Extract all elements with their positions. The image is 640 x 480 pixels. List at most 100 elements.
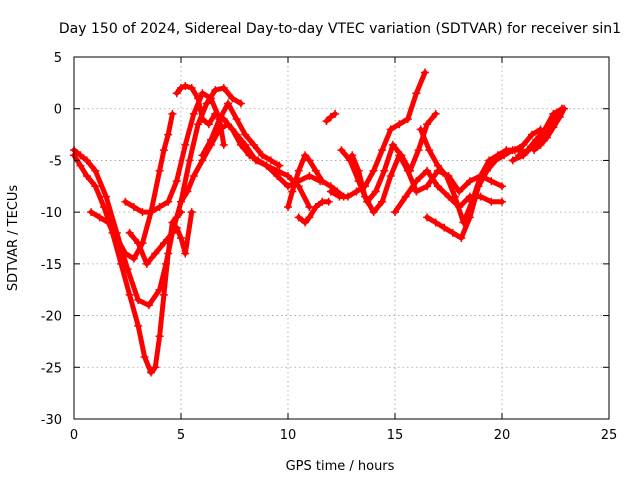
y-tick-label: -20 xyxy=(41,310,62,325)
data-point xyxy=(228,94,237,103)
data-point xyxy=(412,89,421,98)
data-point xyxy=(527,130,536,139)
data-point xyxy=(532,135,541,144)
data-point xyxy=(305,213,314,222)
data-point xyxy=(414,146,423,155)
x-tick-label: 0 xyxy=(70,428,78,443)
data-point xyxy=(343,192,352,201)
data-point xyxy=(194,94,203,103)
y-axis-label: SDTVAR / TECUs xyxy=(6,185,21,292)
data-point xyxy=(335,192,344,201)
data-point xyxy=(236,99,245,108)
data-point xyxy=(140,352,149,361)
data-point xyxy=(159,239,168,248)
data-point xyxy=(198,115,207,124)
data-point xyxy=(194,120,203,129)
data-point xyxy=(206,135,215,144)
data-point xyxy=(386,171,395,180)
data-point xyxy=(378,146,387,155)
data-point xyxy=(311,202,320,211)
y-tick-label: -5 xyxy=(49,154,62,169)
data-point xyxy=(508,156,517,165)
data-point xyxy=(483,166,492,175)
data-point xyxy=(151,249,160,258)
data-point xyxy=(549,109,558,118)
data-point xyxy=(129,202,138,211)
chart-title: Day 150 of 2024, Sidereal Day-to-day VTE… xyxy=(59,21,621,37)
data-point xyxy=(465,177,474,186)
data-point xyxy=(138,208,147,217)
data-point xyxy=(423,120,432,129)
data-point xyxy=(431,109,440,118)
data-point xyxy=(181,140,190,149)
data-point xyxy=(172,177,181,186)
x-tick-label: 5 xyxy=(177,428,185,443)
data-point xyxy=(487,177,496,186)
data-point xyxy=(337,146,346,155)
data-point xyxy=(536,140,545,149)
data-point xyxy=(155,332,164,341)
x-tick-label: 15 xyxy=(387,428,404,443)
data-point xyxy=(433,182,442,191)
data-point xyxy=(440,223,449,232)
data-point xyxy=(183,187,192,196)
data-point xyxy=(423,213,432,222)
y-tick-label: -25 xyxy=(41,361,62,376)
data-point xyxy=(177,84,185,93)
data-point xyxy=(324,197,333,206)
data-point xyxy=(465,213,474,222)
data-point xyxy=(232,115,241,124)
data-point xyxy=(284,202,292,211)
data-point xyxy=(540,125,549,134)
data-point xyxy=(187,84,196,93)
data-point xyxy=(326,187,335,196)
data-point xyxy=(420,68,429,77)
data-point xyxy=(177,234,185,242)
data-point xyxy=(187,208,196,217)
data-point xyxy=(318,177,327,186)
data-point xyxy=(104,218,113,227)
data-point xyxy=(215,115,224,124)
data-point xyxy=(168,228,177,237)
data-point xyxy=(401,192,410,201)
data-point xyxy=(155,202,164,211)
data-point xyxy=(177,197,185,206)
plot-frame xyxy=(73,56,610,420)
data-point xyxy=(95,213,104,222)
data-point xyxy=(294,166,303,175)
data-point xyxy=(530,146,539,155)
data-point xyxy=(254,156,263,165)
data-point xyxy=(425,146,434,155)
data-point xyxy=(91,166,100,175)
x-tick-label: 25 xyxy=(601,428,618,443)
data-point xyxy=(549,123,558,132)
data-point xyxy=(228,125,237,134)
data-point xyxy=(219,140,228,149)
data-point xyxy=(305,171,314,180)
data-point xyxy=(378,197,387,206)
data-point xyxy=(487,197,496,206)
data-point xyxy=(224,99,233,108)
data-point xyxy=(155,166,164,175)
data-point xyxy=(403,115,412,124)
series-track-10 xyxy=(296,199,332,225)
data-point xyxy=(275,161,284,170)
data-point xyxy=(189,109,198,118)
data-point xyxy=(241,130,250,139)
data-point xyxy=(284,182,292,191)
data-point xyxy=(164,130,173,139)
data-point xyxy=(508,146,517,155)
data-point xyxy=(423,166,432,175)
data-point xyxy=(322,117,331,126)
data-point xyxy=(123,265,132,274)
data-point xyxy=(560,104,569,113)
data-point xyxy=(412,187,421,196)
series-track-19 xyxy=(516,106,565,158)
data-point xyxy=(76,161,85,170)
data-point xyxy=(185,156,194,165)
series-track-8 xyxy=(199,101,282,169)
data-point xyxy=(442,171,451,180)
y-tick-label: -30 xyxy=(41,413,62,428)
data-point xyxy=(354,166,363,175)
